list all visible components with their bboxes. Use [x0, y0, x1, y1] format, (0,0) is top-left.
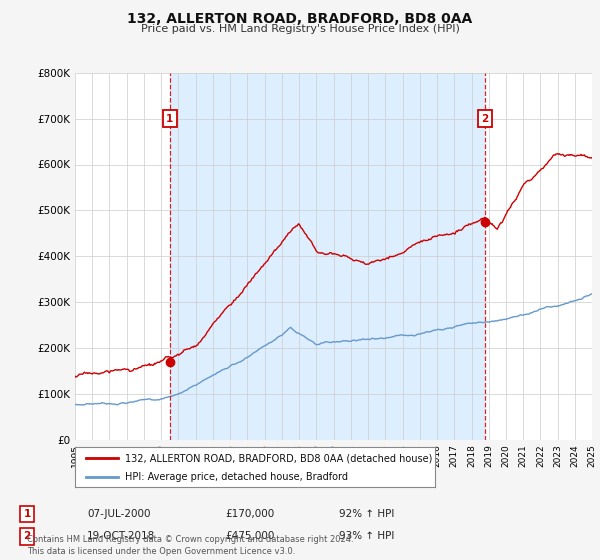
Text: 2: 2 [23, 531, 31, 542]
Bar [170, 73, 485, 440]
Text: 93% ↑ HPI: 93% ↑ HPI [339, 531, 394, 542]
Text: 19-OCT-2018: 19-OCT-2018 [87, 531, 155, 542]
Text: 1: 1 [23, 509, 31, 519]
Text: 1: 1 [166, 114, 173, 124]
Text: 132, ALLERTON ROAD, BRADFORD, BD8 0AA: 132, ALLERTON ROAD, BRADFORD, BD8 0AA [127, 12, 473, 26]
Text: 92% ↑ HPI: 92% ↑ HPI [339, 509, 394, 519]
Text: 07-JUL-2000: 07-JUL-2000 [87, 509, 151, 519]
Text: £170,000: £170,000 [225, 509, 274, 519]
Text: HPI: Average price, detached house, Bradford: HPI: Average price, detached house, Brad… [125, 472, 349, 482]
Text: 132, ALLERTON ROAD, BRADFORD, BD8 0AA (detached house): 132, ALLERTON ROAD, BRADFORD, BD8 0AA (d… [125, 453, 433, 463]
Text: £475,000: £475,000 [225, 531, 274, 542]
Text: 2: 2 [482, 114, 489, 124]
Text: Contains HM Land Registry data © Crown copyright and database right 2024.
This d: Contains HM Land Registry data © Crown c… [27, 535, 353, 556]
Text: Price paid vs. HM Land Registry's House Price Index (HPI): Price paid vs. HM Land Registry's House … [140, 24, 460, 34]
